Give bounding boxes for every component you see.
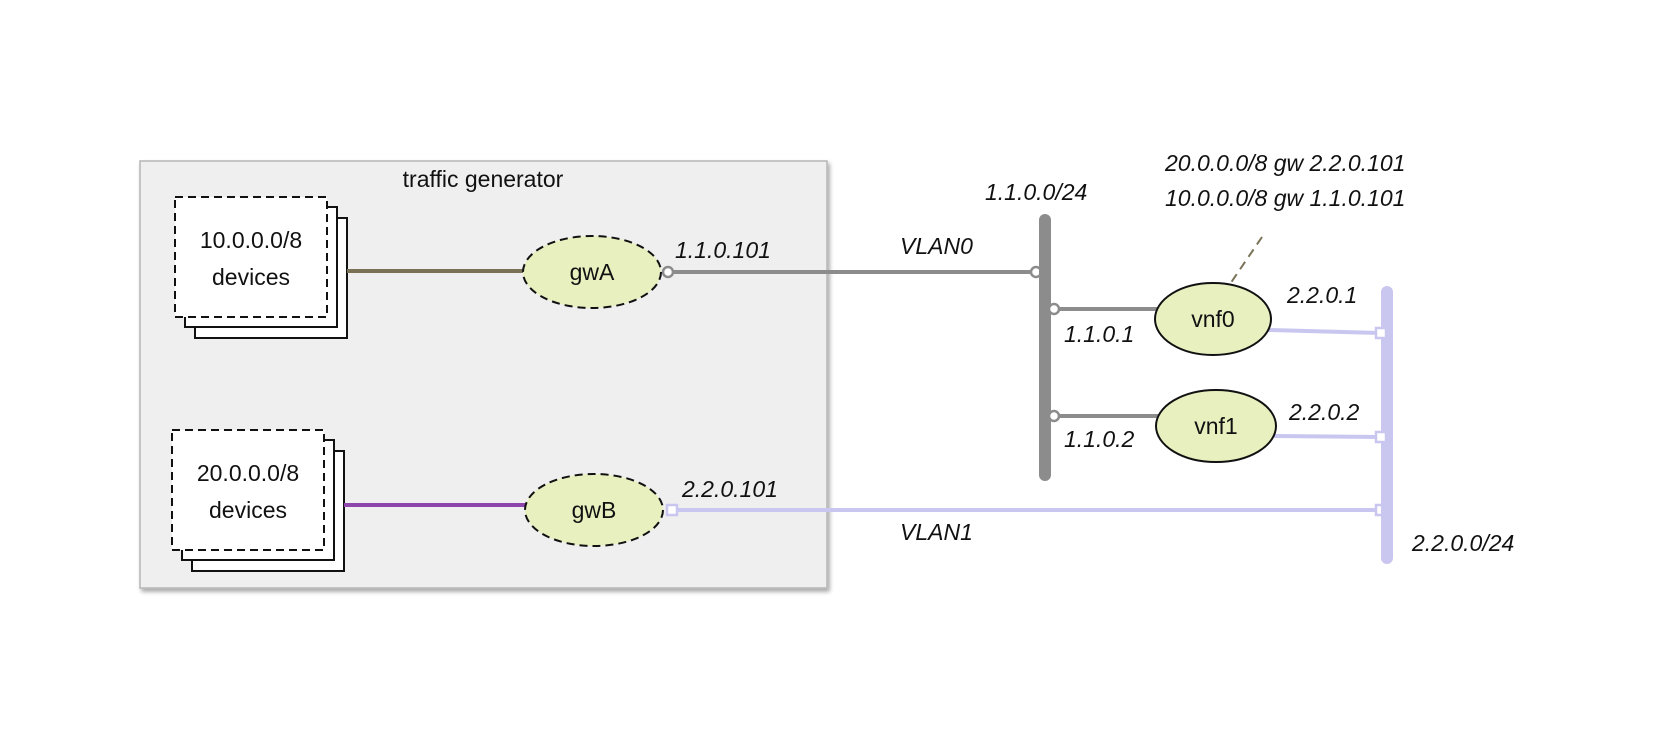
device-label: devices (209, 497, 287, 523)
vlan1-link-vnf1 (1273, 434, 1381, 439)
vlan1-subnet-label: 2.2.0.0/24 (1411, 530, 1514, 556)
vnf0-node (1154, 282, 1272, 356)
vnf0-left-ip: 1.1.0.1 (1064, 321, 1134, 347)
traffic-generator-title: traffic generator (403, 166, 564, 192)
port-gwB (665, 503, 679, 517)
vlan1-label: VLAN1 (900, 519, 973, 545)
gwA-ip-label: 1.1.0.101 (675, 237, 771, 263)
vlan0-subnet-label: 1.1.0.0/24 (985, 179, 1087, 205)
vnf1-label: vnf1 (1194, 413, 1237, 439)
route-line: 10.0.0.0/8 gw 1.1.0.101 (1165, 185, 1405, 211)
port-bus0-vnf1 (1047, 409, 1061, 423)
port-bus1-vnf1 (1374, 430, 1388, 444)
vnf0-label: vnf0 (1191, 306, 1234, 332)
vnf1-node (1155, 389, 1277, 463)
device-stack-10: 10.0.0.0/8 devices (174, 196, 348, 339)
gateway-gwB-label: gwB (572, 497, 617, 523)
vnf1-right-ip: 2.2.0.2 (1288, 399, 1360, 425)
gateway-gwB (524, 473, 664, 547)
device-label: devices (212, 264, 290, 290)
gwB-ip-label: 2.2.0.101 (681, 476, 778, 502)
gateway-gwA-label: gwA (570, 259, 615, 285)
vlan0-label: VLAN0 (900, 233, 973, 259)
vlan1-link-vnf0 (1267, 328, 1381, 335)
vnf1-left-ip: 1.1.0.2 (1064, 426, 1135, 452)
device-stack-20: 20.0.0.0/8 devices (171, 429, 345, 572)
route-line: 20.0.0.0/8 gw 2.2.0.101 (1164, 150, 1405, 176)
port-bus1-vnf0 (1374, 326, 1388, 340)
device-subnet-label: 10.0.0.0/8 (200, 227, 302, 253)
routes-callout-line (1227, 236, 1263, 288)
port-gwA (661, 265, 675, 279)
port-bus0-vnf0 (1047, 302, 1061, 316)
device-subnet-label: 20.0.0.0/8 (197, 460, 299, 486)
vnf0-right-ip: 2.2.0.1 (1286, 282, 1357, 308)
gateway-gwA (522, 235, 662, 309)
